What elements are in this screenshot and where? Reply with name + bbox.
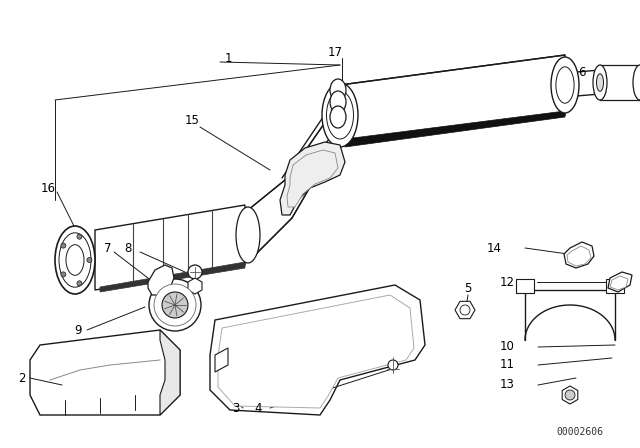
Polygon shape [210, 285, 425, 415]
Ellipse shape [59, 233, 91, 287]
Polygon shape [608, 272, 632, 292]
FancyBboxPatch shape [516, 279, 534, 293]
Polygon shape [160, 330, 180, 415]
Text: 14: 14 [486, 241, 502, 254]
Circle shape [87, 258, 92, 263]
Circle shape [565, 390, 575, 400]
Ellipse shape [236, 207, 260, 263]
Circle shape [77, 281, 82, 286]
Circle shape [188, 265, 202, 279]
Ellipse shape [322, 83, 358, 147]
Text: 11: 11 [499, 358, 515, 371]
Ellipse shape [551, 57, 579, 113]
Polygon shape [345, 111, 565, 147]
Text: 4: 4 [254, 401, 262, 414]
FancyBboxPatch shape [600, 65, 640, 100]
Circle shape [388, 360, 398, 370]
Polygon shape [188, 278, 202, 294]
Text: 7: 7 [104, 241, 112, 254]
Text: 6: 6 [579, 65, 586, 78]
Text: 12: 12 [499, 276, 515, 289]
FancyBboxPatch shape [606, 279, 624, 293]
Ellipse shape [330, 106, 346, 128]
Polygon shape [100, 262, 245, 292]
Ellipse shape [556, 67, 574, 103]
Polygon shape [148, 265, 174, 295]
Polygon shape [30, 330, 180, 415]
Ellipse shape [593, 65, 607, 100]
Text: 1: 1 [224, 52, 232, 65]
Ellipse shape [149, 279, 201, 331]
Text: 5: 5 [464, 281, 472, 294]
Text: 3: 3 [232, 401, 240, 414]
Polygon shape [280, 142, 345, 215]
Circle shape [61, 272, 66, 277]
Polygon shape [610, 276, 628, 290]
Text: 15: 15 [184, 113, 200, 126]
Polygon shape [564, 242, 594, 268]
Ellipse shape [596, 74, 604, 91]
Text: 2: 2 [19, 371, 26, 384]
Polygon shape [95, 205, 245, 290]
Polygon shape [455, 302, 475, 319]
Circle shape [460, 305, 470, 315]
Text: 16: 16 [40, 181, 56, 194]
Text: 17: 17 [328, 46, 342, 59]
Text: 13: 13 [500, 379, 515, 392]
Polygon shape [562, 386, 578, 404]
Ellipse shape [162, 292, 188, 318]
Text: 9: 9 [74, 323, 82, 336]
Ellipse shape [330, 91, 346, 113]
Polygon shape [218, 295, 414, 408]
Ellipse shape [66, 245, 84, 276]
Ellipse shape [330, 79, 346, 101]
Polygon shape [248, 98, 342, 262]
Polygon shape [287, 150, 338, 207]
Ellipse shape [633, 65, 640, 100]
Text: 10: 10 [500, 340, 515, 353]
Text: 8: 8 [124, 241, 132, 254]
Ellipse shape [326, 91, 353, 139]
Circle shape [77, 234, 82, 239]
Polygon shape [340, 55, 565, 145]
Polygon shape [215, 348, 228, 372]
Ellipse shape [154, 284, 196, 326]
Text: 00002606: 00002606 [557, 427, 604, 437]
Polygon shape [567, 246, 591, 266]
Circle shape [61, 243, 66, 248]
Ellipse shape [55, 226, 95, 294]
